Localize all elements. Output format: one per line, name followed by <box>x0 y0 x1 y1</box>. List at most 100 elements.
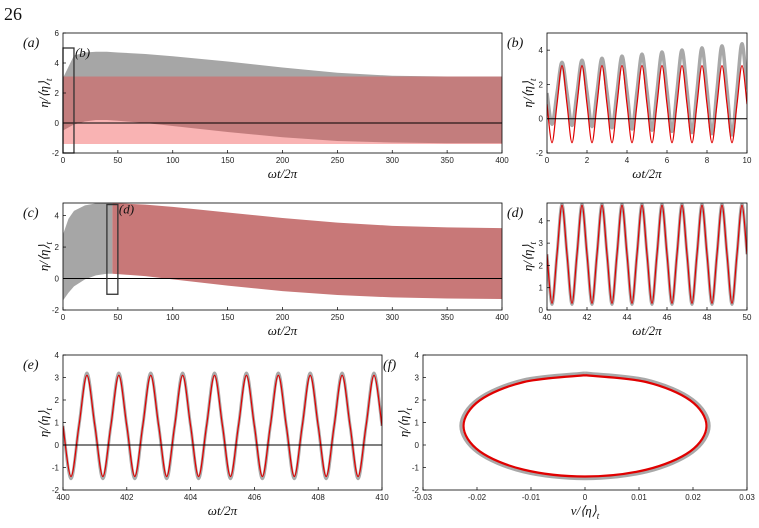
y-tick-label: -2 <box>52 486 60 495</box>
curve <box>63 374 382 478</box>
axes-frame <box>546 32 748 154</box>
x-tick-label: 50 <box>113 156 122 165</box>
zoom-box-label: (b) <box>75 45 90 60</box>
x-tick-label: 46 <box>663 313 672 322</box>
x-tick-label: 0 <box>61 156 66 165</box>
x-tick-label: 0 <box>583 493 588 502</box>
x-tick-label: 44 <box>623 313 632 322</box>
x-tick-label: 150 <box>221 313 235 322</box>
x-tick-label: 300 <box>386 156 400 165</box>
panel-label: (b) <box>507 36 524 51</box>
curve <box>547 42 747 137</box>
x-axis-label: ωt/2π <box>268 166 298 181</box>
y-tick-label: 1 <box>539 284 544 293</box>
panel: 400 402 404 406 408 410 -2 -1 0 1 2 3 4 ωt/2π η/⟨η⟩t (e… <box>23 351 389 518</box>
y-axis-label: η/⟨η⟩t <box>520 78 538 108</box>
x-tick-label: 50 <box>113 313 122 322</box>
x-axis-label: ωt/2π <box>632 166 662 181</box>
y-tick-label: -2 <box>412 486 420 495</box>
y-axis-label-part: η/⟨η⟩ <box>520 244 535 271</box>
y-axis-label-part: t <box>44 78 54 81</box>
x-tick-label: -0.02 <box>468 493 487 502</box>
y-axis-label: η/⟨η⟩t <box>36 78 54 108</box>
x-tick-label: 8 <box>705 156 710 165</box>
x-tick-label: 400 <box>495 313 509 322</box>
y-tick-label: 1 <box>55 419 60 428</box>
y-tick-label: -2 <box>52 306 60 315</box>
band <box>63 51 502 144</box>
y-tick-label: -2 <box>52 149 60 158</box>
x-tick-label: 0 <box>61 313 66 322</box>
y-tick-label: 0 <box>415 441 420 450</box>
x-tick-label: 408 <box>312 493 326 502</box>
x-tick-label: 350 <box>440 313 454 322</box>
y-tick-label: 0 <box>55 441 60 450</box>
panel-label: (e) <box>23 358 39 373</box>
y-axis-label: η/⟨η⟩t <box>36 407 54 437</box>
x-tick-label: 0.01 <box>631 493 647 502</box>
x-tick-label: 250 <box>331 313 345 322</box>
y-axis-label-part: t <box>528 78 538 81</box>
band <box>63 76 502 144</box>
x-tick-label: 6 <box>665 156 670 165</box>
x-tick-label: 402 <box>120 493 134 502</box>
x-tick-label: 100 <box>166 313 180 322</box>
x-tick-label: 0 <box>545 156 550 165</box>
y-tick-label: 3 <box>415 374 420 383</box>
y-axis-label-part: η/⟨η⟩ <box>396 410 411 437</box>
y-axis-label-part: t <box>44 241 54 244</box>
x-tick-label: 10 <box>743 156 752 165</box>
y-axis-label-part: η/⟨η⟩ <box>36 81 51 108</box>
x-tick-label: 40 <box>543 313 552 322</box>
curve <box>459 371 711 481</box>
x-axis-label: ωt/2π <box>268 323 298 338</box>
y-tick-label: 4 <box>415 351 420 360</box>
x-axis-label: v/⟨η⟩t <box>571 503 600 521</box>
panel-label: (c) <box>23 206 39 221</box>
curve <box>462 374 708 478</box>
plot-area <box>547 42 747 144</box>
x-tick-label: -0.01 <box>522 493 541 502</box>
x-tick-label: 200 <box>276 156 290 165</box>
y-axis-label-part: η/⟨η⟩ <box>36 244 51 271</box>
panel: (b)0 50 100 150 200 250 300 350 400-20246ωt/2πη/… <box>23 29 509 181</box>
curve <box>547 204 747 304</box>
plot-area <box>63 51 502 144</box>
plot-area <box>63 371 382 481</box>
x-tick-label: 100 <box>166 156 180 165</box>
x-tick-label: 48 <box>703 313 712 322</box>
x-tick-label: 350 <box>440 156 454 165</box>
y-tick-label: 0 <box>55 119 60 128</box>
y-tick-label: 2 <box>55 89 60 98</box>
y-axis-label-part: t <box>44 407 54 410</box>
zoom-box-label: (d) <box>119 202 134 217</box>
y-axis-label: η/⟨η⟩t <box>36 241 54 271</box>
y-tick-label: 2 <box>539 80 544 89</box>
y-tick-label: 0 <box>539 115 544 124</box>
y-tick-label: -1 <box>52 464 60 473</box>
x-tick-label: 2 <box>585 156 590 165</box>
y-tick-label: 3 <box>55 374 60 383</box>
x-tick-label: 410 <box>375 493 389 502</box>
x-tick-label: 150 <box>221 156 235 165</box>
panel-label: (a) <box>23 36 40 51</box>
y-tick-label: 3 <box>539 239 544 248</box>
y-tick-label: 1 <box>415 419 420 428</box>
y-tick-label: 2 <box>55 396 60 405</box>
x-axis-label-part: v/⟨η⟩ <box>571 503 597 518</box>
y-tick-label: 4 <box>55 59 60 68</box>
y-tick-label: 4 <box>55 351 60 360</box>
x-axis-label: ωt/2π <box>632 323 662 338</box>
x-tick-label: 4 <box>625 156 630 165</box>
y-tick-label: 0 <box>55 275 60 284</box>
x-tick-label: 406 <box>248 493 262 502</box>
y-tick-label: 4 <box>55 212 60 221</box>
y-tick-label: -1 <box>412 464 420 473</box>
axes-frame <box>546 202 748 311</box>
x-tick-label: 42 <box>583 313 592 322</box>
x-tick-label: 400 <box>495 156 509 165</box>
y-tick-label: 2 <box>55 243 60 252</box>
